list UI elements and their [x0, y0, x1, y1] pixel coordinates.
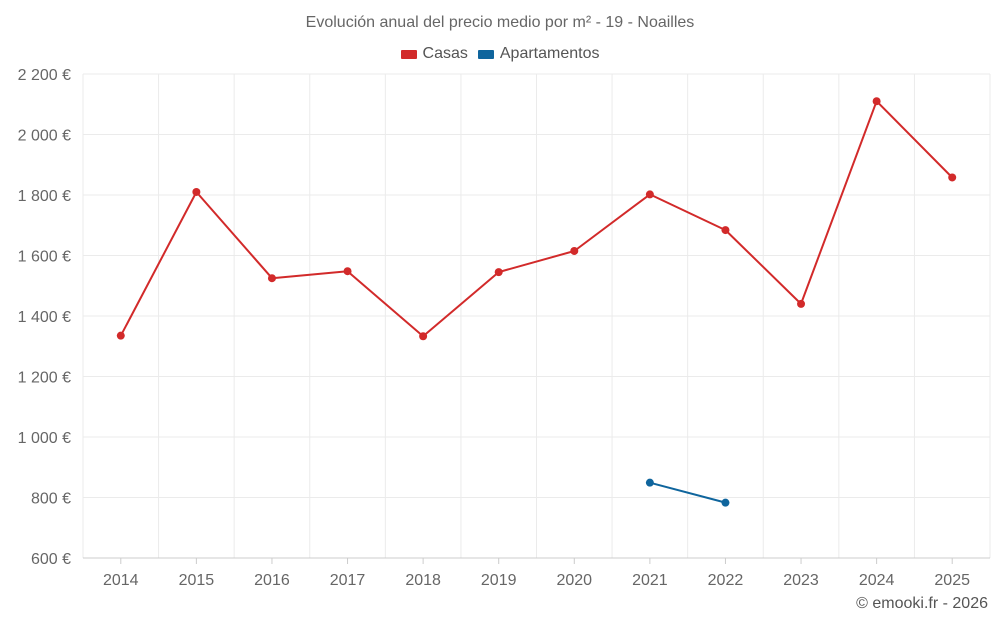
x-tick-label: 2024: [859, 572, 895, 589]
legend-swatch-casas: [400, 49, 417, 59]
x-tick-label: 2018: [405, 572, 441, 589]
data-point-casas: [948, 173, 957, 182]
data-point-casas: [570, 246, 579, 255]
x-tick-label: 2019: [481, 572, 517, 589]
data-point-apartamentos: [645, 478, 654, 487]
data-point-casas: [192, 187, 201, 196]
legend-swatch-apartamentos: [477, 49, 494, 59]
chart-title: Evolución anual del precio medio por m² …: [305, 14, 695, 31]
x-tick-label: 2020: [556, 572, 592, 589]
y-tick-label: 2 000 €: [18, 128, 71, 145]
x-tick-label: 2022: [708, 572, 744, 589]
y-tick-label: 2 200 €: [18, 67, 71, 84]
legend-item-casas[interactable]: Casas: [400, 45, 468, 63]
y-tick-label: 1 600 €: [18, 249, 71, 266]
x-tick-label: 2016: [254, 572, 290, 589]
x-tick-label: 2025: [934, 572, 970, 589]
series-line-casas: [119, 100, 953, 338]
data-point-casas: [494, 268, 503, 277]
y-tick-label: 1 800 €: [18, 188, 71, 205]
x-tick-label: 2014: [103, 572, 139, 589]
y-tick-label: 1 400 €: [18, 309, 71, 326]
y-tick-label: 800 €: [31, 491, 71, 508]
data-point-casas: [872, 97, 881, 106]
data-point-casas: [721, 226, 730, 235]
y-tick-label: 600 €: [31, 551, 71, 568]
series-line-apartamentos: [649, 481, 726, 504]
legend-label-casas: Casas: [422, 45, 468, 62]
credit-text: © emooki.fr - 2026: [856, 595, 988, 612]
legend-label-apartamentos: Apartamentos: [499, 45, 600, 62]
data-point-casas: [797, 299, 806, 308]
data-point-casas: [343, 267, 352, 276]
legend: Casas Apartamentos: [0, 45, 1000, 63]
x-tick-label: 2023: [783, 572, 819, 589]
x-tick-label: 2017: [330, 572, 366, 589]
data-point-casas: [645, 190, 654, 199]
y-tick-label: 1 200 €: [18, 370, 71, 387]
x-tick-label: 2021: [632, 572, 668, 589]
legend-item-apartamentos[interactable]: Apartamentos: [477, 45, 600, 63]
data-point-casas: [267, 274, 276, 283]
x-tick-label: 2015: [179, 572, 215, 589]
data-point-casas: [419, 332, 428, 341]
data-point-casas: [116, 331, 125, 340]
y-tick-label: 1 000 €: [18, 430, 71, 447]
data-point-apartamentos: [721, 498, 730, 507]
